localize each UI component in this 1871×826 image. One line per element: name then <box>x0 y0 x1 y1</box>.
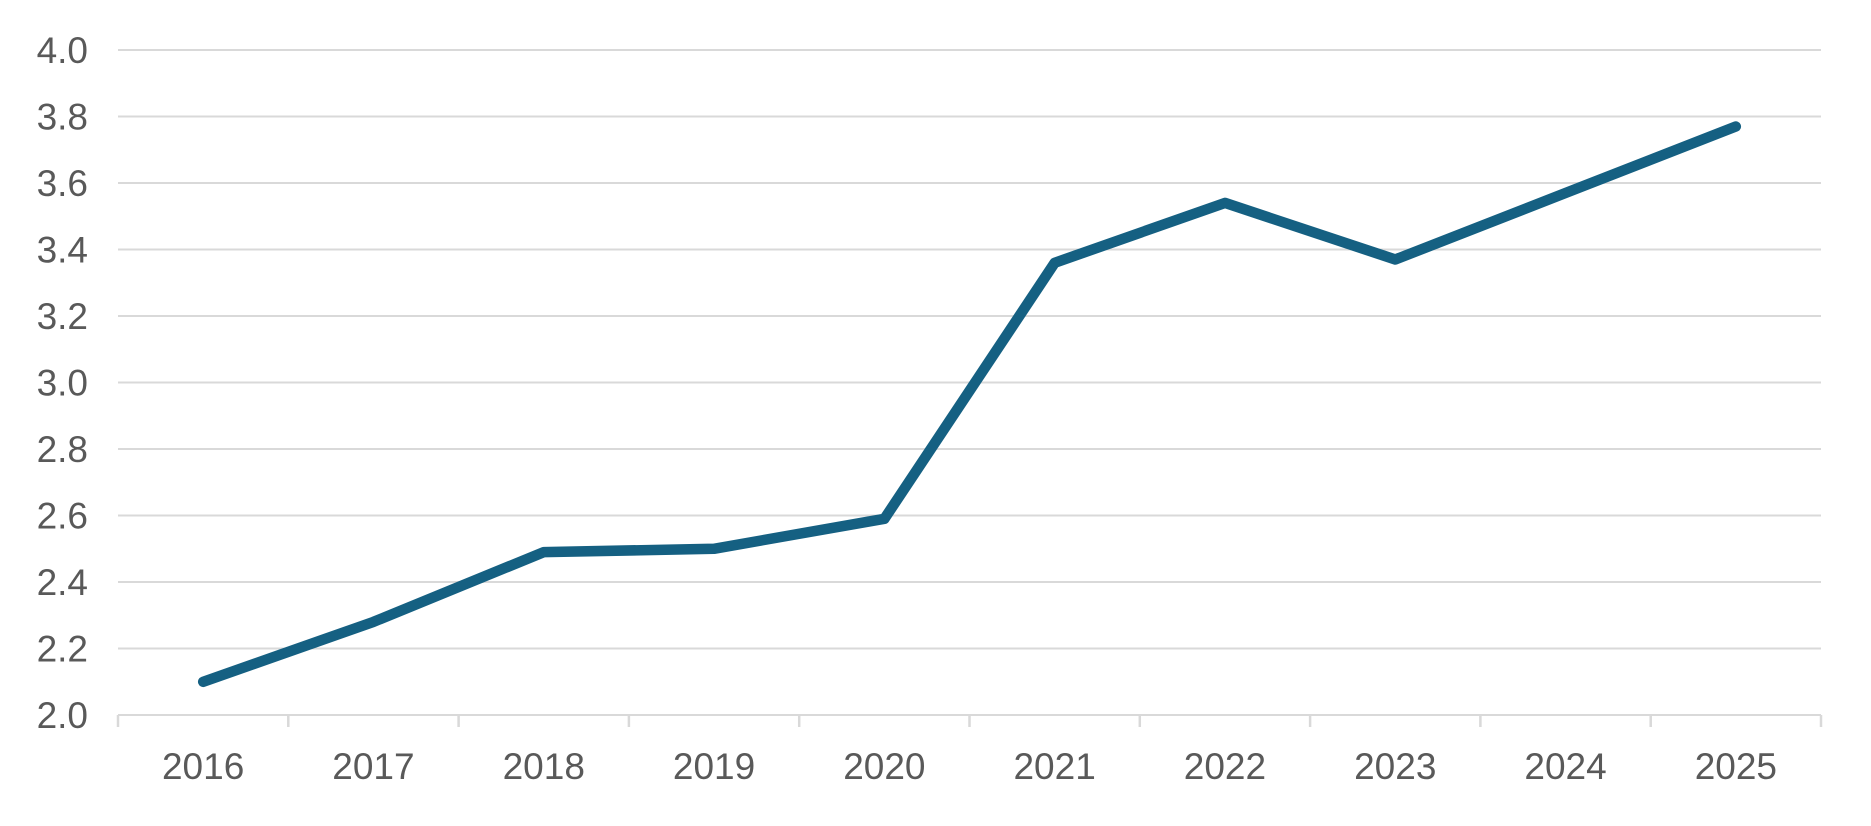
x-axis-tick-label: 2022 <box>1184 746 1266 787</box>
x-axis-tick-label: 2018 <box>503 746 585 787</box>
y-axis-tick-label: 3.8 <box>37 97 88 138</box>
y-axis-tick-label: 2.0 <box>37 695 88 736</box>
y-axis-tick-label: 4.0 <box>37 30 88 71</box>
data-series-line <box>197 121 1742 688</box>
y-axis-tick-label: 3.2 <box>37 296 88 337</box>
x-axis-tick-label: 2023 <box>1354 746 1436 787</box>
x-axis-tick-label: 2024 <box>1524 746 1606 787</box>
y-axis-tick-label: 3.4 <box>37 230 88 271</box>
y-axis-tick-label: 2.8 <box>37 429 88 470</box>
x-axis-tick-label: 2020 <box>843 746 925 787</box>
x-axis-tick-label: 2021 <box>1013 746 1095 787</box>
y-axis-tick-label: 3.6 <box>37 163 88 204</box>
y-axis-tick-label: 2.6 <box>37 496 88 537</box>
y-axis-tick-label: 2.4 <box>37 562 88 603</box>
x-axis-tick-label: 2025 <box>1695 746 1777 787</box>
x-axis-tick-label: 2016 <box>162 746 244 787</box>
y-axis-tick-label: 2.2 <box>37 629 88 670</box>
x-axis-tick-label: 2019 <box>673 746 755 787</box>
x-axis-tick-label: 2017 <box>332 746 414 787</box>
y-axis-tick-label: 3.0 <box>37 363 88 404</box>
